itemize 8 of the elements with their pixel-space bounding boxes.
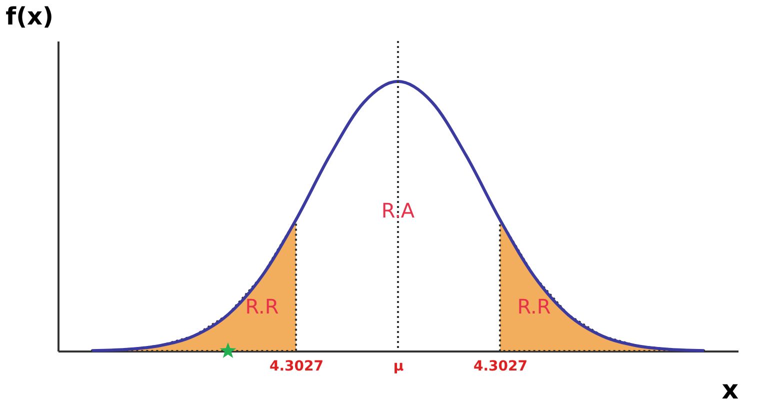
annotation: R.A: [381, 198, 415, 222]
y-axis-title: f(x): [6, 2, 54, 30]
x-tick-label: 4.3027: [473, 358, 528, 374]
x-tick-label: μ: [393, 358, 404, 374]
annotation: R.R: [517, 294, 551, 319]
annotation: R.R: [245, 294, 279, 319]
x-tick-label: 4.3027: [269, 358, 324, 374]
x-axis-title: x: [722, 376, 739, 406]
